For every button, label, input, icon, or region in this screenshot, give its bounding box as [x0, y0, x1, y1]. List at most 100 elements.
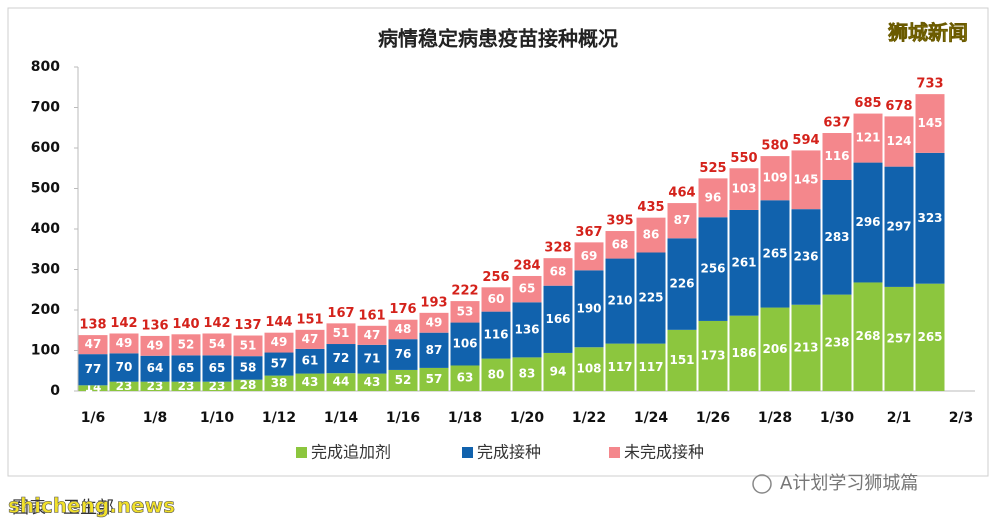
data-label: 166 — [545, 312, 570, 326]
total-label: 525 — [699, 161, 726, 176]
data-label: 44 — [333, 375, 350, 389]
legend-label: 完成追加剂 — [311, 443, 391, 462]
bar-segment — [636, 252, 666, 344]
watermark: A计划学习狮城篇 — [780, 473, 918, 494]
total-label: 685 — [854, 96, 881, 111]
bar-segment — [326, 344, 356, 374]
bar-segment — [543, 258, 573, 286]
data-label: 96 — [705, 190, 722, 204]
data-label: 283 — [824, 230, 849, 244]
x-tick-label: 2/1 — [887, 410, 912, 426]
data-label: 49 — [426, 315, 443, 329]
bar-segment — [202, 381, 232, 391]
total-label: 142 — [110, 316, 137, 331]
bar-segment — [915, 152, 945, 284]
bar-segment — [264, 352, 294, 376]
data-label: 49 — [147, 338, 164, 352]
data-label: 117 — [638, 360, 663, 374]
bar-segment — [450, 322, 480, 366]
legend-label: 完成接种 — [477, 443, 541, 462]
data-label: 54 — [209, 337, 226, 351]
bar-segment — [140, 335, 170, 356]
total-label: 733 — [916, 77, 943, 92]
data-label: 103 — [731, 182, 756, 196]
total-label: 580 — [761, 139, 788, 154]
total-label: 138 — [79, 318, 106, 333]
data-label: 257 — [886, 331, 911, 345]
data-label: 238 — [824, 335, 849, 349]
y-tick-label: 100 — [31, 343, 60, 359]
data-label: 38 — [271, 376, 288, 390]
y-tick-label: 500 — [31, 181, 60, 197]
watermark: 狮城新闻 — [888, 21, 968, 45]
bar-segment — [140, 381, 170, 391]
data-label: 323 — [917, 211, 942, 225]
data-label: 76 — [395, 347, 412, 361]
x-tick-label: 1/26 — [696, 410, 730, 426]
bar-segment — [295, 373, 325, 391]
total-label: 193 — [420, 295, 447, 310]
data-label: 48 — [395, 322, 412, 336]
data-label: 51 — [333, 326, 350, 340]
bar-segment — [729, 209, 759, 316]
data-label: 57 — [426, 372, 443, 386]
total-label: 137 — [234, 318, 261, 333]
bar-segment — [853, 113, 883, 163]
data-label: 190 — [576, 301, 601, 315]
watermark: shicheng.news — [8, 494, 175, 518]
data-label: 296 — [855, 215, 880, 229]
data-label: 23 — [178, 379, 195, 393]
bar-segment — [853, 282, 883, 391]
data-label: 71 — [364, 352, 381, 366]
bar-segment — [78, 335, 108, 355]
bar-segment — [822, 179, 852, 295]
bar-segment — [884, 166, 914, 287]
x-tick-label: 1/20 — [510, 410, 545, 426]
total-label: 328 — [544, 241, 571, 256]
data-label: 80 — [488, 367, 505, 381]
y-tick-label: 700 — [31, 100, 60, 116]
bar-segment — [791, 304, 821, 391]
total-label: 140 — [172, 317, 199, 332]
bar-segment — [357, 325, 387, 345]
data-label: 60 — [488, 292, 505, 306]
y-tick-label: 800 — [31, 59, 60, 75]
x-tick-label: 1/28 — [758, 410, 792, 426]
total-label: 550 — [730, 151, 757, 166]
data-label: 47 — [85, 337, 102, 351]
bar-segment — [636, 217, 666, 253]
bar-segment — [78, 354, 108, 386]
total-label: 435 — [637, 200, 664, 215]
data-label: 52 — [178, 337, 195, 351]
bar-segment — [605, 343, 635, 391]
x-tick-label: 1/24 — [634, 410, 669, 426]
data-label: 23 — [209, 379, 226, 393]
data-label: 151 — [669, 353, 694, 367]
bar-segment — [295, 348, 325, 374]
bar-segment — [419, 367, 449, 391]
bar-segment — [109, 333, 139, 354]
data-label: 61 — [302, 354, 319, 368]
data-label: 65 — [178, 361, 195, 375]
bar-segment — [574, 270, 604, 348]
chart-title: 病情稳定病患疫苗接种概况 — [378, 27, 618, 51]
data-label: 117 — [607, 360, 632, 374]
bar-segment — [78, 385, 108, 391]
bar-segment — [388, 369, 418, 391]
data-label: 68 — [550, 264, 567, 278]
source: 图表：卫生部 — [12, 498, 114, 518]
bar-segment — [233, 335, 263, 357]
data-label: 77 — [85, 362, 102, 376]
data-label: 43 — [302, 375, 319, 389]
total-label: 222 — [451, 284, 478, 299]
data-label: 23 — [116, 379, 133, 393]
bar-segment — [698, 217, 728, 321]
x-tick-label: 1/16 — [386, 410, 420, 426]
bar-segment — [667, 238, 697, 330]
bar-segment — [791, 150, 821, 210]
data-label: 116 — [824, 149, 849, 163]
bar-segment — [915, 283, 945, 391]
x-tick-label: 1/6 — [81, 410, 106, 426]
y-tick-label: 600 — [31, 140, 60, 156]
bar-segment — [512, 302, 542, 358]
